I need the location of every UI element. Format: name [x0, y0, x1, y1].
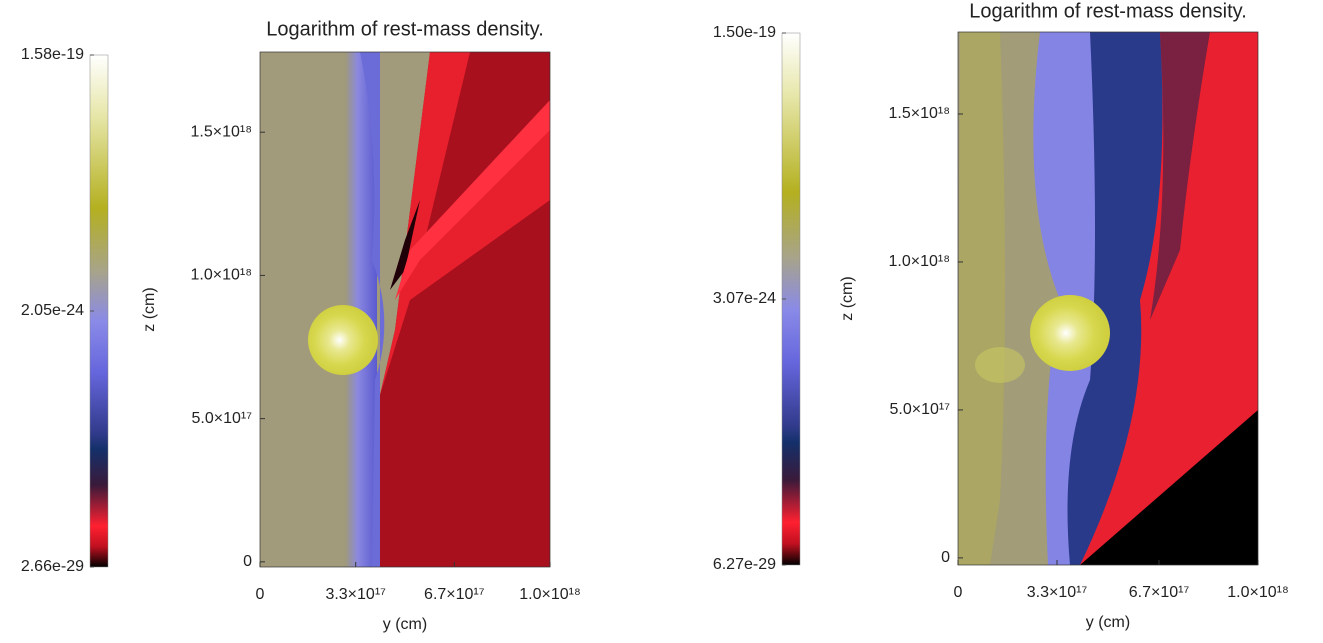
- colorbar-label: 6.27e-29: [713, 556, 776, 573]
- x-tick-label: 0: [954, 584, 963, 601]
- y-tick-label: 5.0×10¹⁷: [890, 401, 951, 418]
- y-axis-label: z (cm): [839, 276, 856, 320]
- x-tick-label: 0: [256, 586, 265, 603]
- colorbar-label: 1.50e-19: [713, 24, 776, 41]
- density-map: [260, 52, 550, 567]
- colorbar-label: 2.66e-29: [21, 558, 84, 575]
- y-tick-label: 1.5×10¹⁸: [889, 105, 950, 122]
- y-tick-label: 1.0×10¹⁸: [889, 253, 950, 270]
- y-tick-label: 5.0×10¹⁷: [192, 410, 253, 427]
- colorbar-label: 3.07e-24: [713, 290, 776, 307]
- y-tick-label: 0: [243, 553, 252, 570]
- y-tick-label: 1.5×10¹⁸: [191, 123, 252, 140]
- x-tick-label: 6.7×10¹⁷: [424, 586, 485, 603]
- density-map: [958, 32, 1258, 565]
- x-tick-label: 3.3×10¹⁷: [325, 586, 386, 603]
- y-tick-label: 0: [941, 549, 950, 566]
- colorbar-label: 1.58e-19: [21, 46, 84, 63]
- chart-title: Logarithm of rest-mass density.: [266, 18, 544, 40]
- x-tick-label: 1.0×10¹⁸: [519, 586, 580, 603]
- y-axis-label: z (cm): [141, 287, 158, 331]
- chart-title: Logarithm of rest-mass density.: [969, 0, 1247, 22]
- y-tick-label: 1.0×10¹⁸: [191, 267, 252, 284]
- plot-frame: [957, 31, 1259, 566]
- x-tick-label: 6.7×10¹⁷: [1129, 584, 1190, 601]
- x-tick-label: 3.3×10¹⁷: [1027, 584, 1088, 601]
- x-axis-label: y (cm): [1086, 614, 1130, 631]
- x-axis-label: y (cm): [383, 616, 427, 633]
- plot-frame: [259, 51, 551, 568]
- colorbar-label: 2.05e-24: [21, 302, 84, 319]
- x-tick-label: 1.0×10¹⁸: [1227, 584, 1288, 601]
